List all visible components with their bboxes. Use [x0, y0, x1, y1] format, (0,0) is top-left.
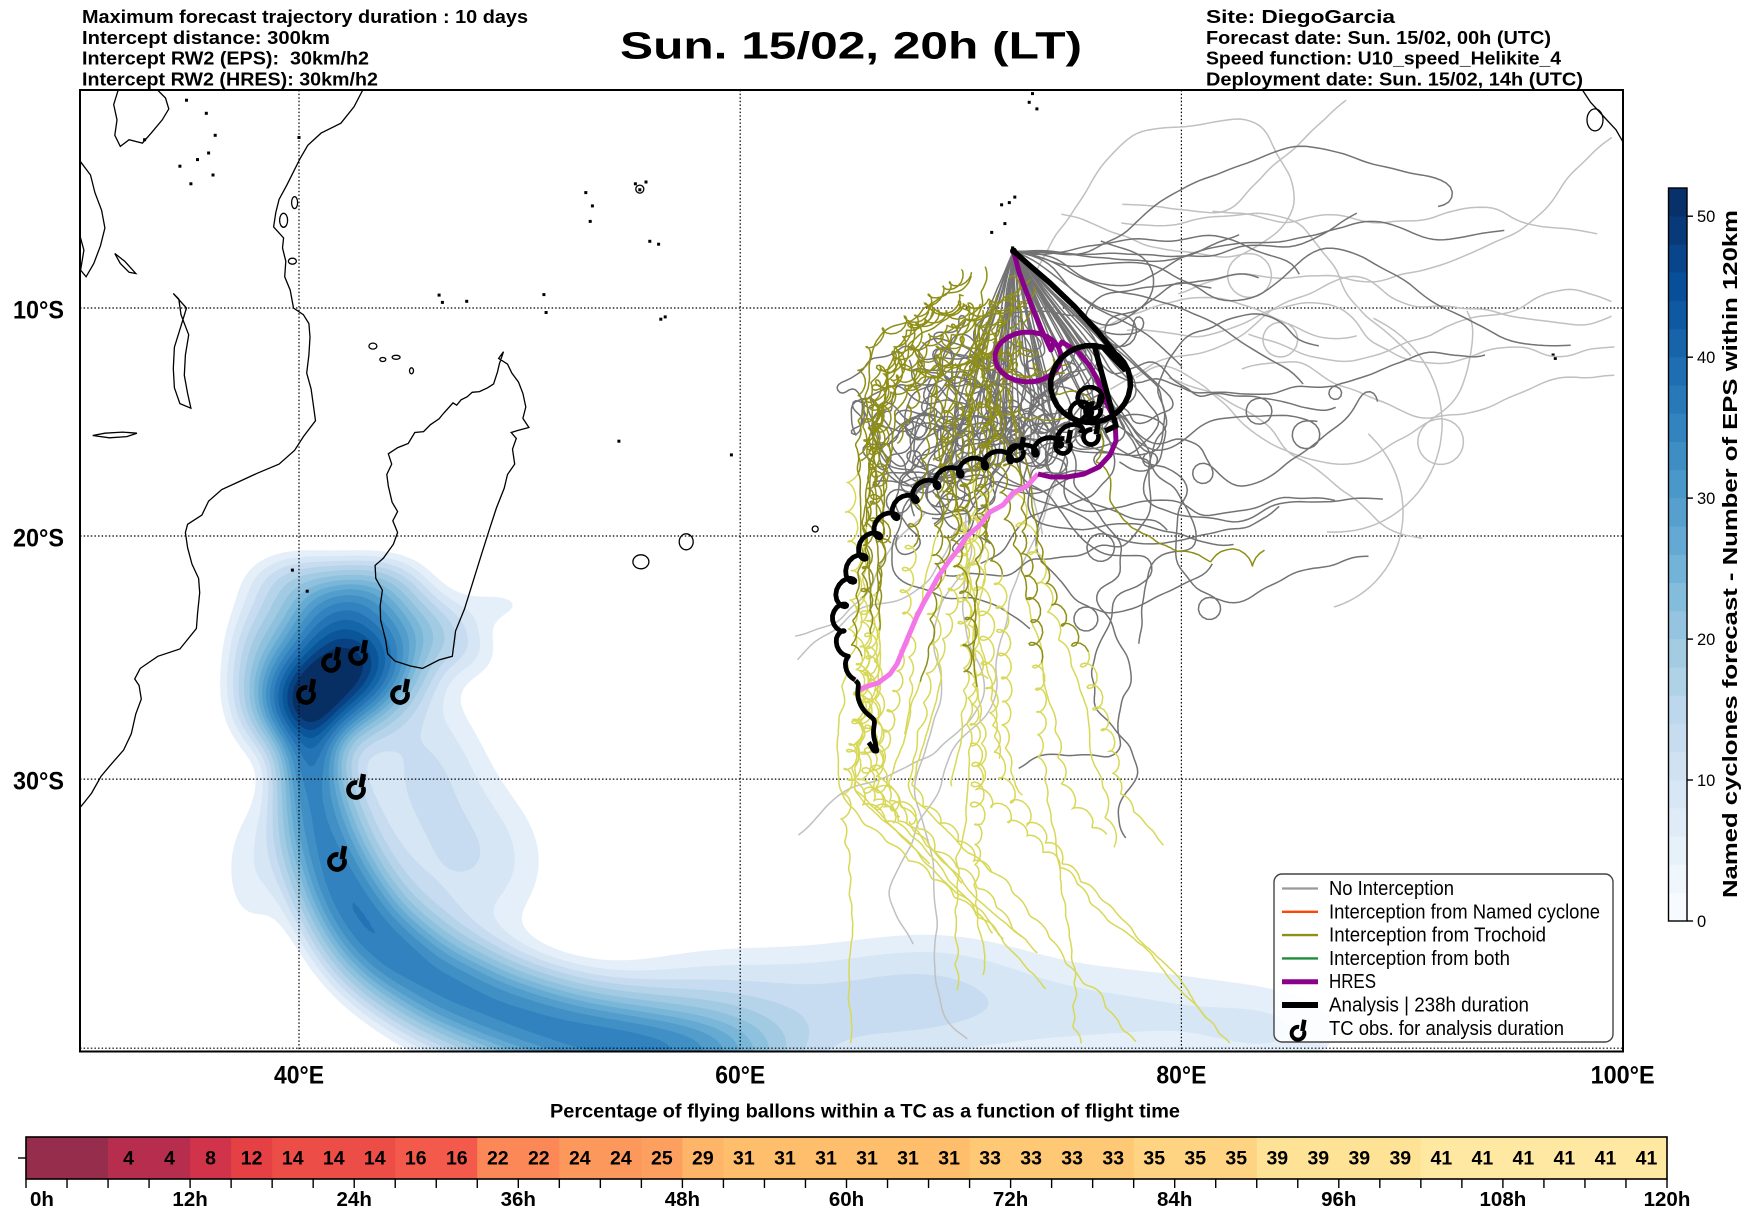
svg-text:50: 50	[1697, 208, 1715, 226]
svg-text:22: 22	[528, 1148, 550, 1170]
svg-text:0h: 0h	[30, 1188, 54, 1211]
svg-text:39: 39	[1389, 1148, 1411, 1170]
svg-text:40: 40	[1697, 349, 1715, 367]
svg-text:60°E: 60°E	[715, 1062, 765, 1090]
svg-text:31: 31	[938, 1148, 960, 1170]
svg-text:36h: 36h	[501, 1188, 536, 1211]
svg-text:10°S: 10°S	[13, 297, 64, 325]
svg-text:48h: 48h	[665, 1188, 700, 1211]
svg-text:20°S: 20°S	[13, 525, 64, 553]
svg-text:33: 33	[979, 1148, 1001, 1170]
svg-text:10: 10	[1697, 772, 1715, 790]
svg-text:Site: DiegoGarcia: Site: DiegoGarcia	[1206, 7, 1396, 27]
svg-text:31: 31	[815, 1148, 837, 1170]
svg-text:Deployment date: Sun. 15/02, 1: Deployment date: Sun. 15/02, 14h (UTC)	[1206, 69, 1583, 89]
svg-text:22: 22	[487, 1148, 509, 1170]
svg-text:Interception from Trochoid: Interception from Trochoid	[1329, 925, 1546, 947]
svg-text:30°S: 30°S	[13, 768, 64, 796]
svg-text:4: 4	[123, 1148, 134, 1170]
svg-text:41: 41	[1472, 1148, 1494, 1170]
svg-text:Named cyclones forecast - Numb: Named cyclones forecast - Number of EPS …	[1720, 210, 1742, 898]
svg-text:Intercept distance: 300km: Intercept distance: 300km	[82, 28, 330, 48]
svg-text:Interception from Named cyclon: Interception from Named cyclone	[1329, 901, 1600, 923]
svg-text:72h: 72h	[993, 1188, 1028, 1211]
svg-text:14: 14	[364, 1148, 386, 1170]
svg-text:HRES: HRES	[1329, 971, 1376, 993]
svg-text:24h: 24h	[337, 1188, 372, 1211]
svg-text:80°E: 80°E	[1156, 1062, 1206, 1090]
svg-text:35: 35	[1184, 1148, 1206, 1170]
svg-text:41: 41	[1554, 1148, 1576, 1170]
svg-text:41: 41	[1513, 1148, 1535, 1170]
svg-text:31: 31	[733, 1148, 755, 1170]
svg-text:39: 39	[1266, 1148, 1288, 1170]
svg-text:96h: 96h	[1321, 1188, 1356, 1211]
svg-text:100°E: 100°E	[1591, 1062, 1655, 1090]
svg-text:33: 33	[1020, 1148, 1042, 1170]
svg-text:24: 24	[610, 1148, 632, 1170]
svg-text:Sun. 15/02, 20h (LT): Sun. 15/02, 20h (LT)	[620, 26, 1082, 68]
svg-text:Intercept RW2 (EPS): 30km/h2: Intercept RW2 (EPS): 30km/h2	[82, 49, 369, 69]
svg-text:4: 4	[164, 1148, 175, 1170]
svg-text:30: 30	[1697, 490, 1715, 508]
svg-text:60h: 60h	[829, 1188, 864, 1211]
svg-text:39: 39	[1348, 1148, 1370, 1170]
svg-text:20: 20	[1697, 631, 1715, 649]
svg-text:TC obs. for analysis duration: TC obs. for analysis duration	[1329, 1018, 1564, 1040]
svg-text:31: 31	[856, 1148, 878, 1170]
svg-text:Speed function: U10_speed_Heli: Speed function: U10_speed_Helikite_4	[1206, 49, 1561, 69]
svg-text:Percentage of flying ballons w: Percentage of flying ballons within a TC…	[550, 1102, 1180, 1123]
svg-text:Intercept RW2 (HRES): 30km/h2: Intercept RW2 (HRES): 30km/h2	[82, 69, 378, 89]
svg-text:108h: 108h	[1480, 1188, 1527, 1211]
svg-text:14: 14	[323, 1148, 345, 1170]
svg-text:39: 39	[1307, 1148, 1329, 1170]
svg-text:12h: 12h	[172, 1188, 207, 1211]
svg-text:Forecast date: Sun. 15/02, 00h: Forecast date: Sun. 15/02, 00h (UTC)	[1206, 28, 1551, 48]
svg-text:33: 33	[1061, 1148, 1083, 1170]
svg-text:31: 31	[774, 1148, 796, 1170]
svg-text:16: 16	[405, 1148, 427, 1170]
svg-text:14: 14	[282, 1148, 304, 1170]
svg-text:16: 16	[446, 1148, 468, 1170]
svg-text:41: 41	[1431, 1148, 1453, 1170]
svg-text:84h: 84h	[1157, 1188, 1192, 1211]
svg-text:35: 35	[1143, 1148, 1165, 1170]
svg-text:8: 8	[205, 1148, 216, 1170]
svg-text:31: 31	[897, 1148, 919, 1170]
svg-text:Interception from both: Interception from both	[1329, 948, 1510, 970]
svg-text:25: 25	[651, 1148, 673, 1170]
svg-text:Maximum forecast trajectory du: Maximum forecast trajectory duration : 1…	[82, 7, 528, 27]
svg-text:Analysis | 238h duration: Analysis | 238h duration	[1329, 995, 1529, 1017]
svg-text:No Interception: No Interception	[1329, 878, 1454, 900]
svg-text:41: 41	[1595, 1148, 1617, 1170]
svg-text:41: 41	[1636, 1148, 1658, 1170]
svg-text:120h: 120h	[1644, 1188, 1691, 1211]
svg-text:12: 12	[241, 1148, 263, 1170]
svg-text:40°E: 40°E	[274, 1062, 324, 1090]
svg-text:33: 33	[1102, 1148, 1124, 1170]
svg-text:0: 0	[1697, 913, 1706, 931]
svg-text:24: 24	[569, 1148, 591, 1170]
svg-text:35: 35	[1225, 1148, 1247, 1170]
svg-text:29: 29	[692, 1148, 714, 1170]
